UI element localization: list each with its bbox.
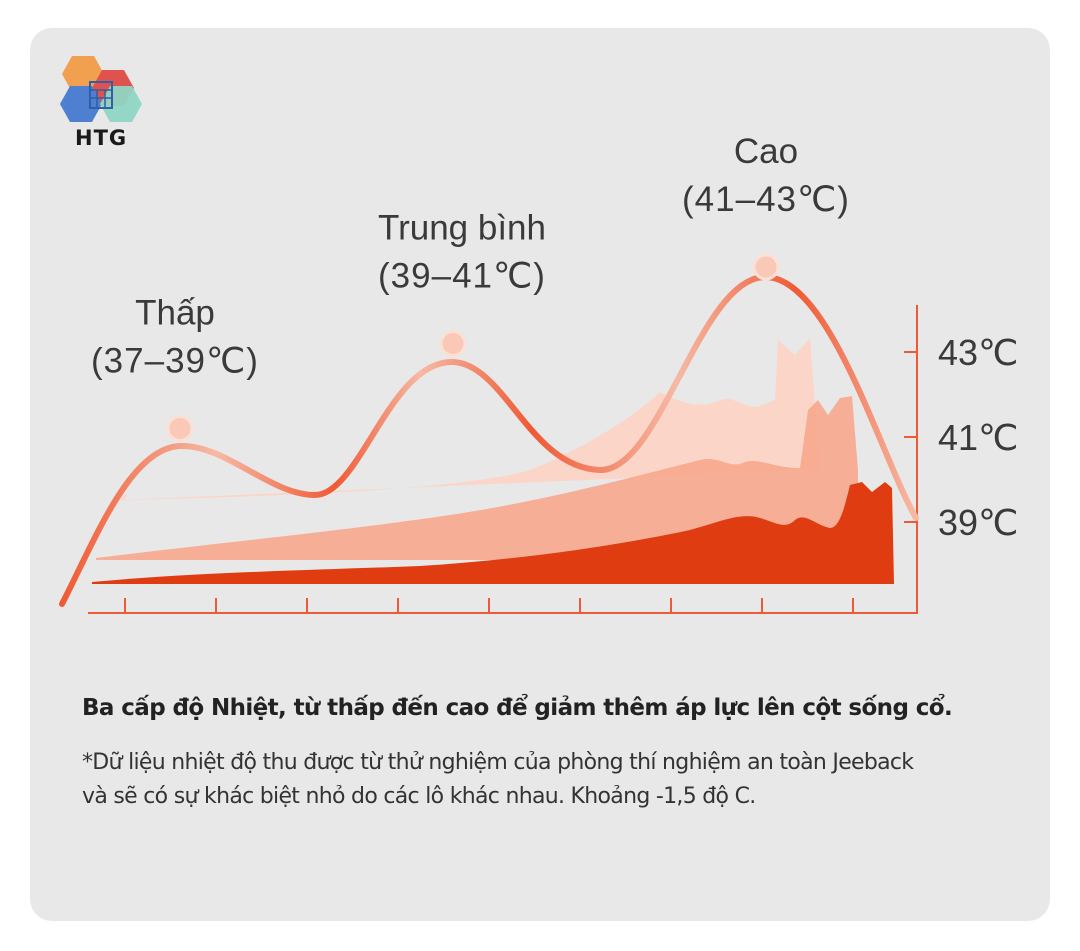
y-tick-label: 43℃ xyxy=(938,332,1018,373)
level-marker xyxy=(166,415,194,442)
level-range: (41–43℃) xyxy=(682,180,850,219)
chart-caption: Ba cấp độ Nhiệt, từ thấp đến cao để giảm… xyxy=(82,695,953,721)
level-marker xyxy=(439,330,467,357)
level-range: (39–41℃) xyxy=(378,257,546,296)
y-tick-label: 39℃ xyxy=(938,502,1018,543)
area-dark xyxy=(92,482,894,584)
level-range: (37–39℃) xyxy=(91,342,259,381)
y-tick-label: 41℃ xyxy=(938,417,1018,458)
note-line: *Dữ liệu nhiệt độ thu được từ thử nghiệm… xyxy=(82,750,914,775)
level-name: Cao xyxy=(734,132,798,171)
area-light xyxy=(120,338,820,500)
level-marker xyxy=(752,253,780,281)
data-note: *Dữ liệu nhiệt độ thu được từ thử nghiệm… xyxy=(82,746,1042,814)
y-ticks xyxy=(904,351,917,523)
temperature-curve xyxy=(59,273,919,607)
level-name: Trung bình xyxy=(378,209,546,248)
logo-text: HTG xyxy=(75,126,128,150)
x-ticks xyxy=(124,598,854,613)
note-line: và sẽ có sự khác biệt nhỏ do các lô khác… xyxy=(82,784,756,809)
level-name: Thấp xyxy=(135,294,215,333)
area-mid xyxy=(96,396,858,560)
htg-logo-icon xyxy=(60,56,142,122)
